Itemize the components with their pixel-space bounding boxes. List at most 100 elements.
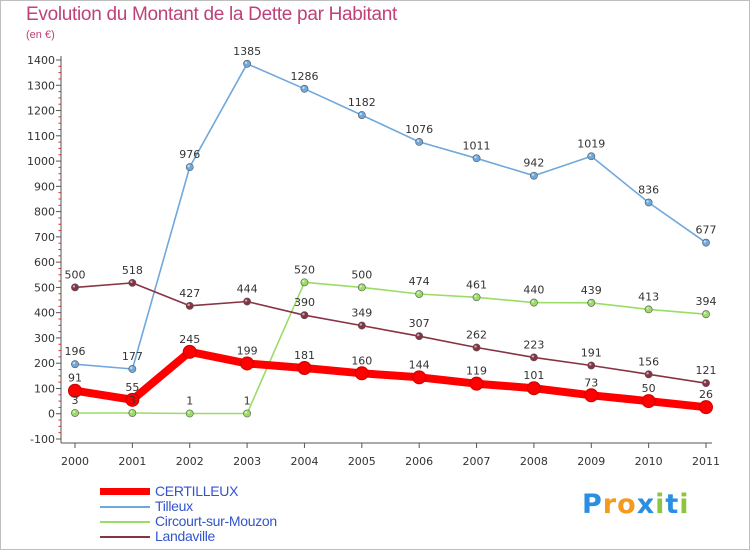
point-certilleux xyxy=(641,394,656,409)
point-tilleux xyxy=(300,84,309,93)
data-label-tilleux: 196 xyxy=(65,345,86,358)
point-circourt xyxy=(357,283,366,292)
x-tick-label: 2003 xyxy=(233,455,261,468)
data-label-certilleux: 199 xyxy=(237,344,258,357)
point-landaville xyxy=(702,379,710,388)
x-tick-label: 2007 xyxy=(463,455,491,468)
point-certilleux xyxy=(354,366,369,381)
series-line-circourt xyxy=(74,281,707,415)
point-circourt xyxy=(472,293,481,302)
point-circourt xyxy=(243,409,251,418)
point-highlight xyxy=(244,299,248,302)
point-highlight xyxy=(416,291,420,295)
data-label-landaville: 390 xyxy=(294,296,315,309)
y-tick-label: 500 xyxy=(34,281,55,294)
logo-letter: o xyxy=(617,489,637,520)
point-highlight xyxy=(703,311,707,315)
chart-title: Evolution du Montant de la Dette par Hab… xyxy=(26,4,397,25)
data-label-landaville: 223 xyxy=(523,338,544,351)
point-certilleux xyxy=(584,388,599,403)
point-certilleux xyxy=(699,400,713,415)
point-highlight xyxy=(130,280,133,284)
point-circourt xyxy=(71,409,79,417)
data-label-tilleux: 1011 xyxy=(463,139,491,152)
x-tick-label: 2005 xyxy=(348,455,376,468)
legend-label-landaville: Landaville xyxy=(155,528,216,544)
point-circourt xyxy=(300,278,309,287)
y-tick-label: 700 xyxy=(34,231,55,244)
point-tilleux xyxy=(185,163,194,172)
point-tilleux xyxy=(530,171,538,180)
data-label-circourt: 413 xyxy=(638,290,659,303)
x-tick-label: 2010 xyxy=(635,455,663,468)
data-label-landaville: 500 xyxy=(65,268,86,281)
logo-letter: t xyxy=(665,489,680,520)
chart-subtitle: (en €) xyxy=(26,29,55,41)
data-label-circourt: 439 xyxy=(581,284,602,297)
point-tilleux xyxy=(357,111,366,119)
series-line-tilleux xyxy=(74,62,707,370)
y-tick-label: 1100 xyxy=(27,130,55,143)
point-highlight xyxy=(646,372,649,375)
point-highlight xyxy=(302,280,305,283)
point-certilleux xyxy=(297,361,312,376)
data-label-certilleux: 119 xyxy=(466,365,487,378)
proxiti-logo: Proxiti xyxy=(582,489,690,520)
y-tick-label: -100 xyxy=(30,433,55,446)
y-tick-label: 600 xyxy=(34,256,55,269)
point-highlight xyxy=(703,240,707,243)
point-circourt xyxy=(587,298,596,307)
point-landaville xyxy=(243,297,251,306)
data-label-tilleux: 976 xyxy=(179,148,200,161)
point-landaville xyxy=(530,353,538,362)
line-chart: -100 0 100 200 300 400 500 600 700 800 900 1000 1100… xyxy=(27,45,720,468)
x-tick-label: 2004 xyxy=(290,455,318,468)
data-label-certilleux: 73 xyxy=(584,376,598,389)
legend-label-tilleux: Tilleux xyxy=(155,498,193,514)
point-landaville xyxy=(644,370,653,379)
point-landaville xyxy=(185,301,194,310)
y-tick-label: 100 xyxy=(34,382,55,395)
point-circourt xyxy=(128,409,137,417)
data-label-tilleux: 1286 xyxy=(290,70,318,83)
data-label-landaville: 121 xyxy=(696,364,717,377)
data-label-circourt: 500 xyxy=(351,268,372,281)
point-highlight xyxy=(531,300,535,303)
point-highlight xyxy=(130,366,133,370)
point-certilleux xyxy=(125,392,140,407)
data-label-landaville: 518 xyxy=(122,264,143,277)
data-label-circourt: 3 xyxy=(72,394,79,407)
point-certilleux xyxy=(182,344,197,359)
y-tick-label: 0 xyxy=(48,408,55,421)
point-highlight xyxy=(703,380,707,384)
point-tilleux xyxy=(702,238,710,247)
data-label-tilleux: 1076 xyxy=(405,123,433,136)
data-label-circourt: 394 xyxy=(696,295,717,308)
point-highlight xyxy=(72,362,76,365)
point-highlight xyxy=(589,154,592,157)
x-tick-label: 2002 xyxy=(176,455,204,468)
point-highlight xyxy=(302,86,305,90)
label-layer: 91 55 245 199 181 160 144 119 101 73 50 26 196 177 976… xyxy=(65,45,717,408)
point-circourt xyxy=(415,290,424,298)
logo-letter: x xyxy=(636,489,656,520)
point-highlight xyxy=(72,285,76,288)
point-tilleux xyxy=(243,59,251,68)
point-circourt xyxy=(702,310,710,319)
point-tilleux xyxy=(587,152,596,161)
y-tick-label: 1400 xyxy=(27,54,55,67)
legend-swatch-tilleux xyxy=(100,506,150,508)
data-label-certilleux: 181 xyxy=(294,349,315,362)
y-tick-label: 1200 xyxy=(27,105,55,118)
point-highlight xyxy=(646,200,649,203)
point-landaville xyxy=(587,361,596,370)
point-tilleux xyxy=(644,198,653,207)
y-tick-label: 800 xyxy=(34,206,55,219)
legend-swatch-circourt xyxy=(100,521,150,523)
data-label-landaville: 307 xyxy=(409,317,430,330)
point-highlight xyxy=(531,173,535,176)
data-label-circourt: 1 xyxy=(244,394,251,407)
point-highlight xyxy=(474,156,477,159)
point-tilleux xyxy=(128,365,137,373)
point-highlight xyxy=(416,139,420,143)
